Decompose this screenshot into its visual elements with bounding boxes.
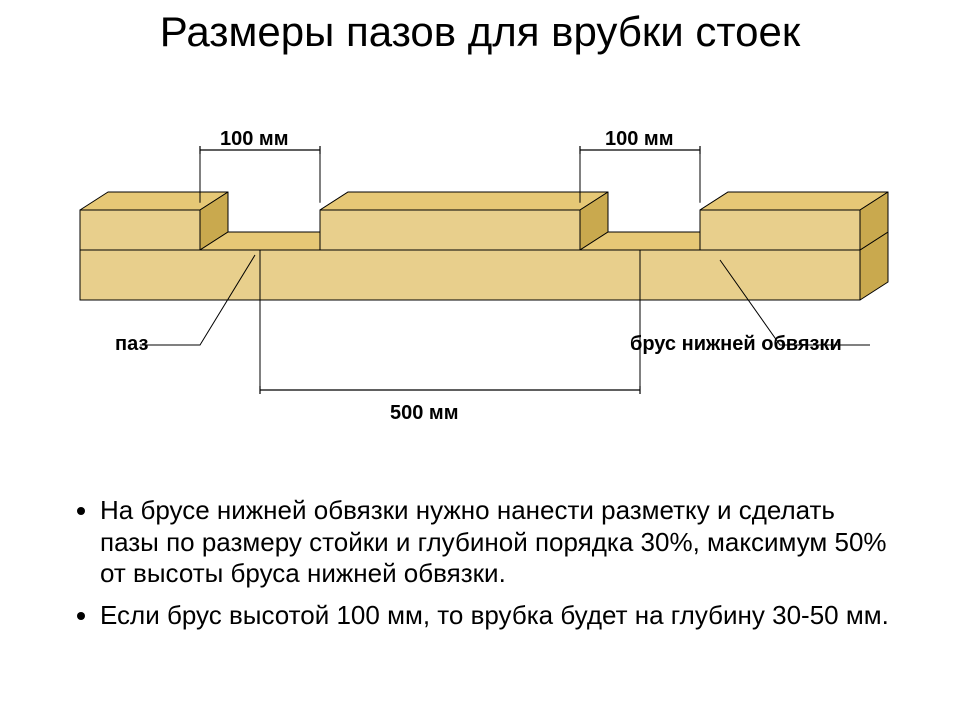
segment-front	[80, 210, 200, 250]
segment-top	[320, 192, 608, 210]
beam-svg	[60, 120, 900, 440]
list-item: На брусе нижней обвязки нужно нанести ра…	[100, 495, 892, 590]
segment-front	[320, 210, 580, 250]
dim-label-top-left: 100 мм	[220, 128, 289, 151]
callout-label-paz: паз	[115, 333, 148, 356]
bullet-list: На брусе нижней обвязки нужно нанести ра…	[72, 495, 892, 642]
slide: Размеры пазов для врубки стоек 100 мм 10…	[0, 0, 960, 720]
callout-label-brus: брус нижней обвязки	[630, 333, 842, 356]
dim-label-bottom: 500 мм	[390, 402, 459, 425]
segment-top	[700, 192, 888, 210]
diagram-area: 100 мм 100 мм 500 мм паз брус нижней обв…	[60, 120, 900, 440]
dim-label-top-right: 100 мм	[605, 128, 674, 151]
list-item: Если брус высотой 100 мм, то врубка буде…	[100, 600, 892, 632]
segment-front	[700, 210, 860, 250]
slide-title: Размеры пазов для врубки стоек	[0, 8, 960, 56]
